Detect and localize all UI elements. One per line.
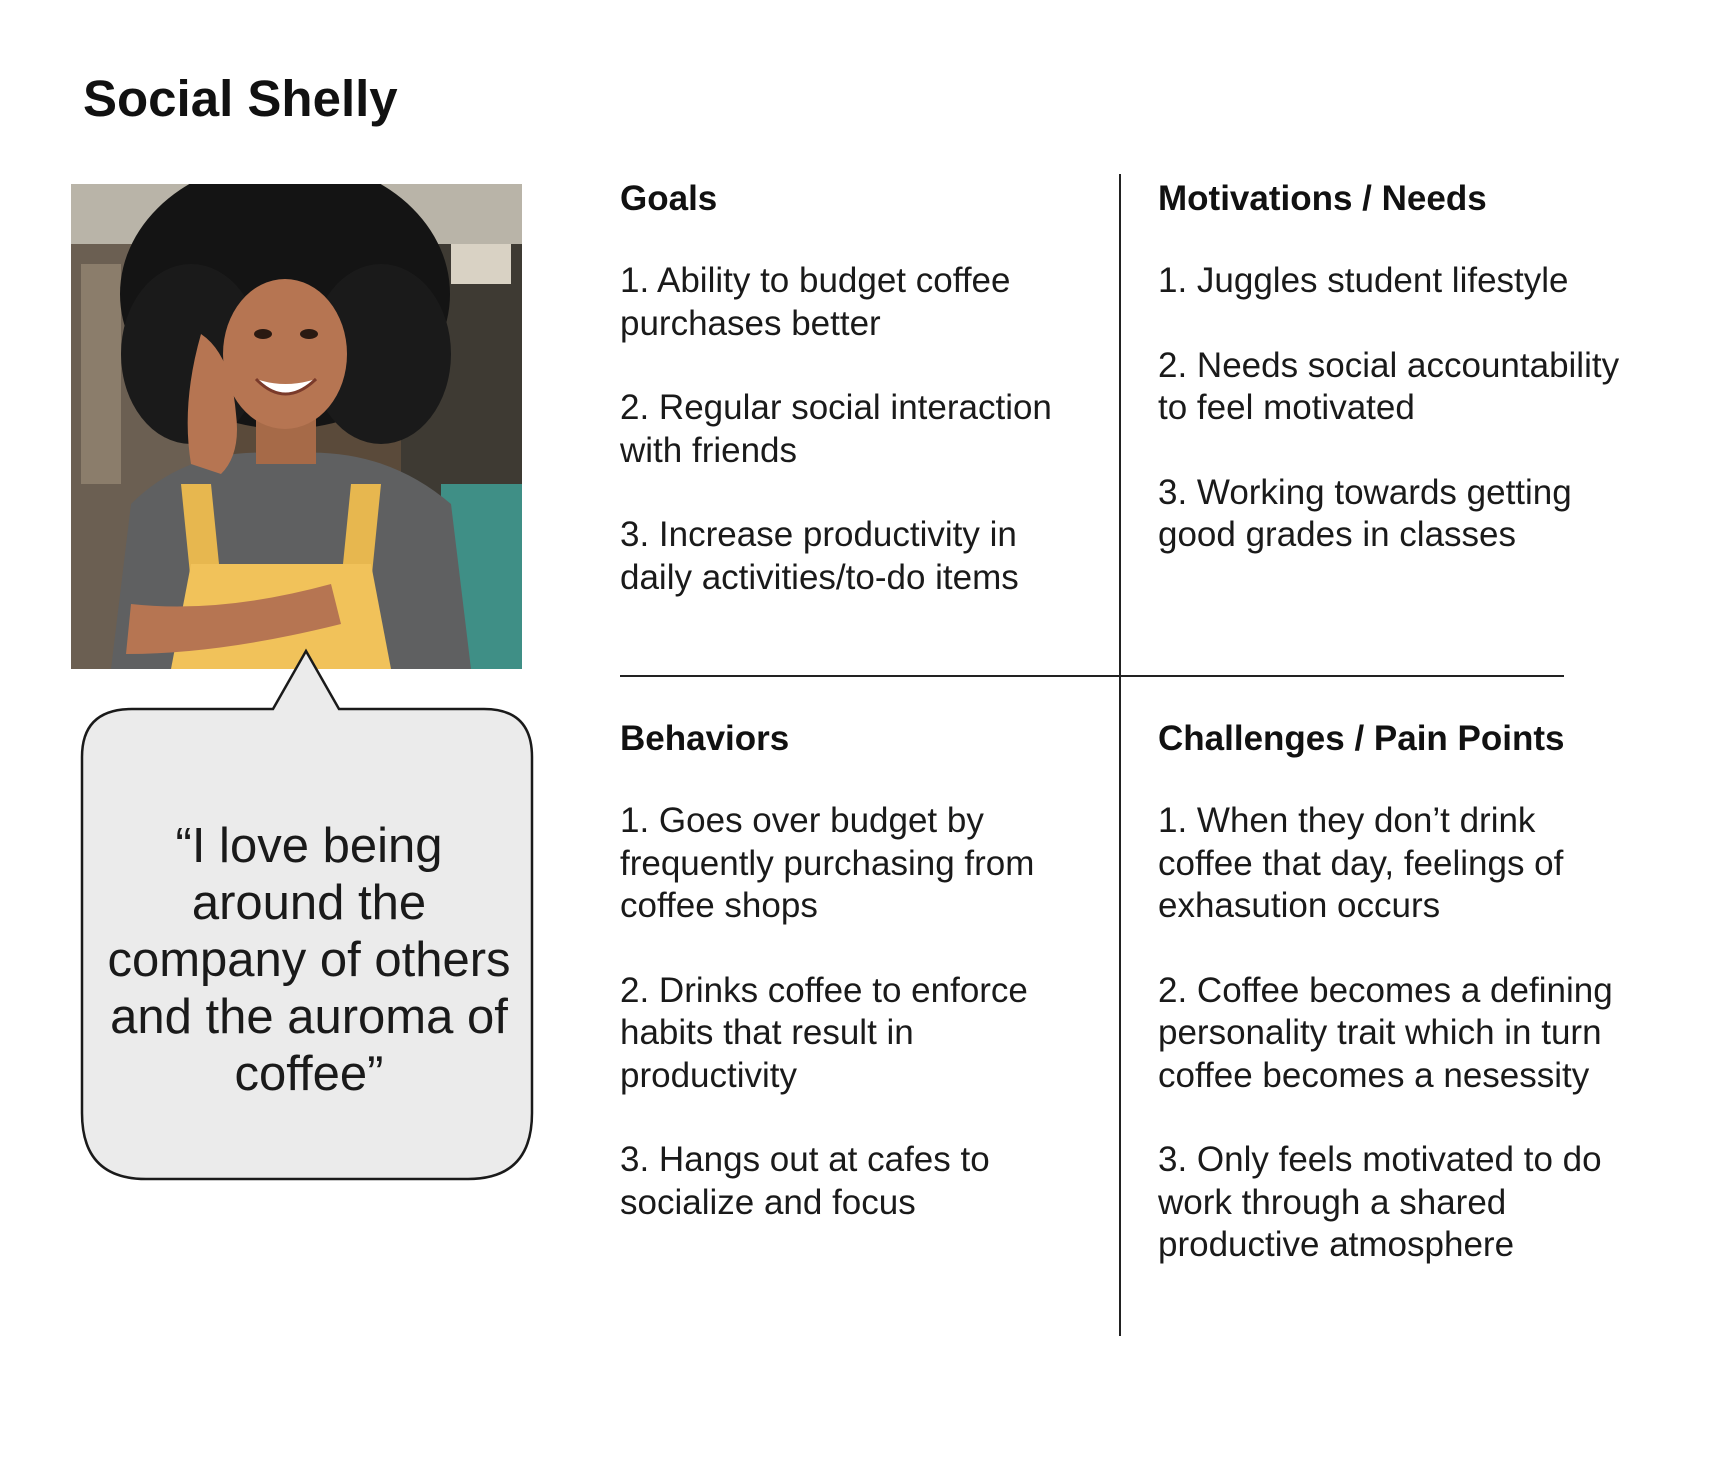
goals-section: Goals 1. Ability to budget coffee purcha… (620, 178, 1090, 599)
motivations-title: Motivations / Needs (1158, 179, 1487, 218)
quadrant-divider-horizontal (620, 675, 1564, 677)
behaviors-list: 1. Goes over budget by frequently purcha… (620, 800, 1090, 1224)
list-item: 2. Regular social interaction with frien… (620, 388, 1052, 470)
list-item: 2. Drinks coffee to enforce habits that … (620, 970, 1028, 1095)
list-item: 3. Increase productivity in daily activi… (620, 515, 1019, 597)
motivations-section: Motivations / Needs 1. Juggles student l… (1158, 178, 1628, 557)
persona-quote: “I love being around the company of othe… (107, 818, 511, 1101)
challenges-title: Challenges / Pain Points (1158, 719, 1565, 758)
persona-photo (71, 184, 522, 669)
list-item: 1. Ability to budget coffee purchases be… (620, 261, 1011, 343)
list-item: 1. Goes over budget by frequently purcha… (620, 801, 1035, 925)
quote-bubble (80, 643, 536, 1183)
list-item: 3. Hangs out at cafes to socialize and f… (620, 1140, 990, 1222)
list-item: 3. Working towards getting good grades i… (1158, 472, 1572, 555)
list-item: 2. Coffee becomes a defining personality… (1158, 970, 1613, 1095)
behaviors-section: Behaviors 1. Goes over budget by frequen… (620, 718, 1090, 1224)
motivations-list: 1. Juggles student lifestyle 2. Needs so… (1158, 260, 1628, 557)
quadrant-divider-vertical (1119, 174, 1121, 1336)
goals-list: 1. Ability to budget coffee purchases be… (620, 260, 1090, 599)
list-item: 2. Needs social accountability to feel m… (1158, 345, 1620, 428)
page-title: Social Shelly (83, 70, 398, 127)
goals-title: Goals (620, 179, 718, 218)
list-item: 1. Juggles student lifestyle (1158, 261, 1569, 300)
challenges-list: 1. When they don’t drink coffee that day… (1158, 800, 1628, 1267)
list-item: 1. When they don’t drink coffee that day… (1158, 801, 1564, 925)
challenges-section: Challenges / Pain Points 1. When they do… (1158, 718, 1628, 1267)
behaviors-title: Behaviors (620, 719, 790, 758)
list-item: 3. Only feels motivated to do work throu… (1158, 1140, 1602, 1264)
